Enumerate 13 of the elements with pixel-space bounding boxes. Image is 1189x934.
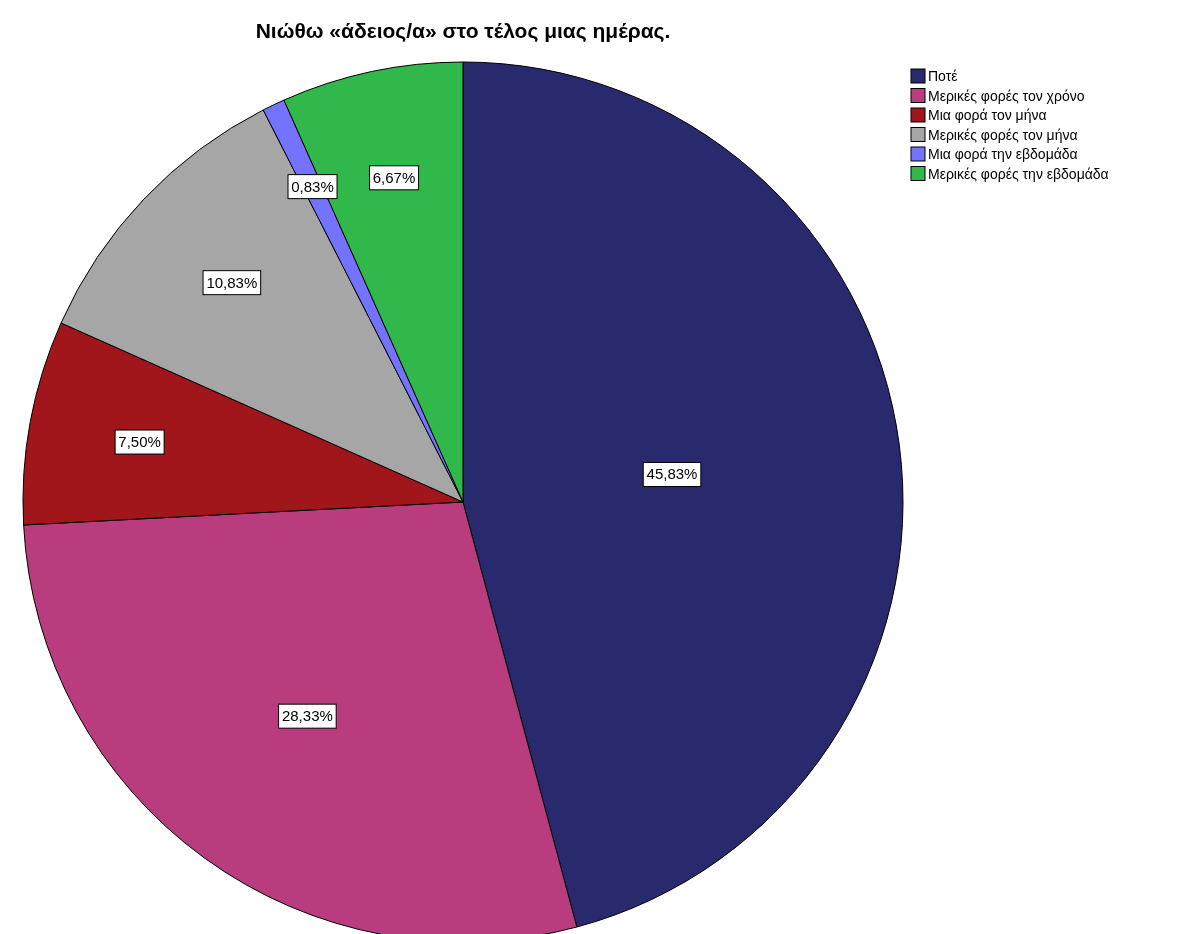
- legend-label: Μερικές φορές την εβδομάδα: [928, 165, 1109, 182]
- data-label: 6,67%: [372, 168, 416, 186]
- data-label: 10,83%: [206, 273, 258, 291]
- data-label: 28,33%: [281, 707, 333, 725]
- chart-title: Νιώθω «άδειος/α» στο τέλος μιας ημέρας.: [255, 19, 671, 43]
- legend-label: Μια φορά τον μήνα: [928, 107, 1047, 123]
- legend-label: Μερικές φορές τον χρόνο: [928, 87, 1085, 104]
- legend-label: Ποτέ: [928, 68, 958, 84]
- legend-label: Μια φορά την εβδομάδα: [928, 146, 1078, 162]
- legend-label: Μερικές φορές τον μήνα: [928, 126, 1078, 143]
- data-label: 45,83%: [646, 465, 698, 483]
- data-label: 0,83%: [291, 177, 334, 195]
- data-label: 7,50%: [118, 433, 161, 451]
